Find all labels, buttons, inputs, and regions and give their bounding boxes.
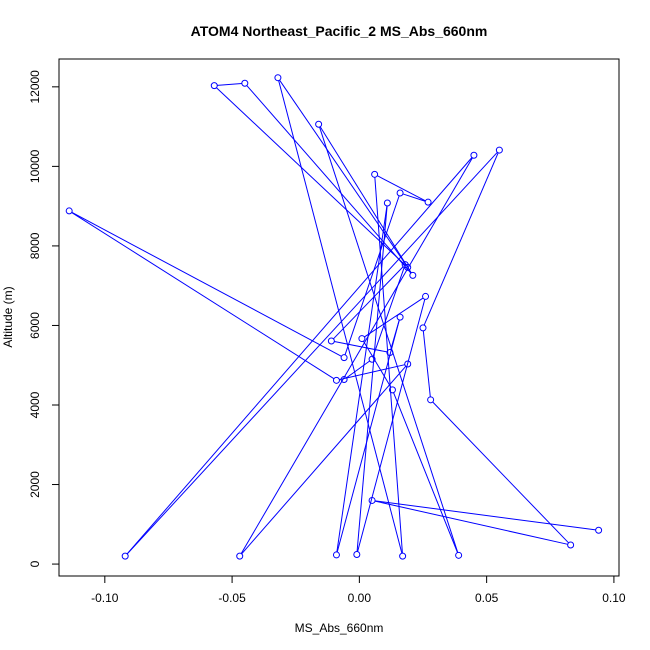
series-segment (393, 392, 458, 553)
data-point (422, 292, 430, 300)
data-point (368, 496, 376, 504)
data-point (470, 151, 478, 159)
x-tick-label: 0.00 (348, 591, 372, 605)
y-tick-label: 2000 (28, 471, 42, 498)
series-segment (423, 152, 499, 326)
y-tick-label: 4000 (28, 391, 42, 418)
x-tick-label: -0.05 (218, 591, 246, 605)
data-point (386, 348, 394, 356)
series-segment (422, 330, 431, 397)
y-tick-label: 10000 (28, 149, 42, 183)
series-segment (432, 401, 569, 544)
series-segment (333, 266, 404, 340)
series-segment (334, 341, 388, 353)
y-tick-label: 6000 (28, 312, 42, 339)
data-point (121, 552, 129, 560)
series-segment (402, 193, 426, 202)
series-segment (339, 364, 405, 381)
data-point (404, 360, 412, 368)
series-segment (240, 157, 473, 554)
data-point (353, 551, 361, 559)
series-segment (126, 157, 473, 555)
x-tick-label: 0.10 (602, 591, 626, 605)
series-segment (319, 126, 412, 274)
x-tick-label: -0.10 (91, 591, 119, 605)
data-point (455, 551, 463, 559)
data-point (371, 170, 379, 178)
data-point (495, 146, 503, 154)
data-point (274, 74, 282, 82)
series-segment (344, 195, 400, 355)
series-segment (216, 87, 406, 266)
series-segment (336, 319, 400, 553)
x-axis: -0.10 -0.05 0.00 0.05 0.10 (91, 575, 626, 605)
series-segment (390, 319, 400, 350)
data-point (368, 355, 376, 363)
data-point (340, 376, 348, 384)
data-point (315, 120, 323, 128)
data-point (396, 189, 404, 197)
data-point (419, 324, 427, 332)
y-tick-label: 8000 (28, 232, 42, 259)
data-point (340, 354, 348, 362)
series-segment (374, 500, 568, 545)
data-point (427, 396, 435, 404)
series-segment (319, 126, 459, 553)
data-point (210, 82, 218, 90)
data-point (383, 199, 391, 207)
data-point (401, 261, 409, 269)
y-tick-label: 12000 (28, 70, 42, 104)
series-segment (374, 177, 403, 554)
data-point (409, 271, 417, 279)
data-point (424, 198, 432, 206)
series-segment (356, 205, 388, 552)
data-point (399, 552, 407, 560)
series-points (65, 74, 603, 560)
data-point (241, 79, 249, 87)
series-segment (336, 205, 388, 553)
data-point (396, 313, 404, 321)
series-segment (374, 500, 596, 531)
data-point (236, 552, 244, 560)
data-point (388, 386, 396, 394)
series-lines (71, 79, 596, 555)
x-tick-label: 0.05 (475, 591, 499, 605)
data-point (332, 551, 340, 559)
series-segment (217, 82, 242, 86)
y-axis-label: Altitude (m) (1, 286, 15, 347)
series-segment (364, 297, 424, 338)
data-point (65, 207, 73, 215)
y-tick-label: 0 (28, 560, 42, 567)
series-segment (377, 175, 426, 202)
series-segment (372, 267, 405, 357)
data-point (595, 526, 603, 534)
series-segment (357, 299, 426, 552)
data-point (332, 376, 340, 384)
series-segment (126, 151, 498, 555)
series-segment (71, 212, 335, 380)
data-point (327, 337, 335, 345)
data-point (567, 541, 575, 549)
series-segment (278, 80, 403, 554)
data-point (358, 335, 366, 343)
y-axis: 0 2000 4000 6000 8000 10000 12000 (28, 70, 60, 567)
series-segment (71, 211, 342, 357)
chart-title: ATOM4 Northeast_Pacific_2 MS_Abs_660nm (191, 23, 488, 39)
series-segment (346, 360, 370, 379)
x-axis-label: MS_Abs_660nm (295, 621, 384, 635)
series-segment (363, 340, 392, 388)
